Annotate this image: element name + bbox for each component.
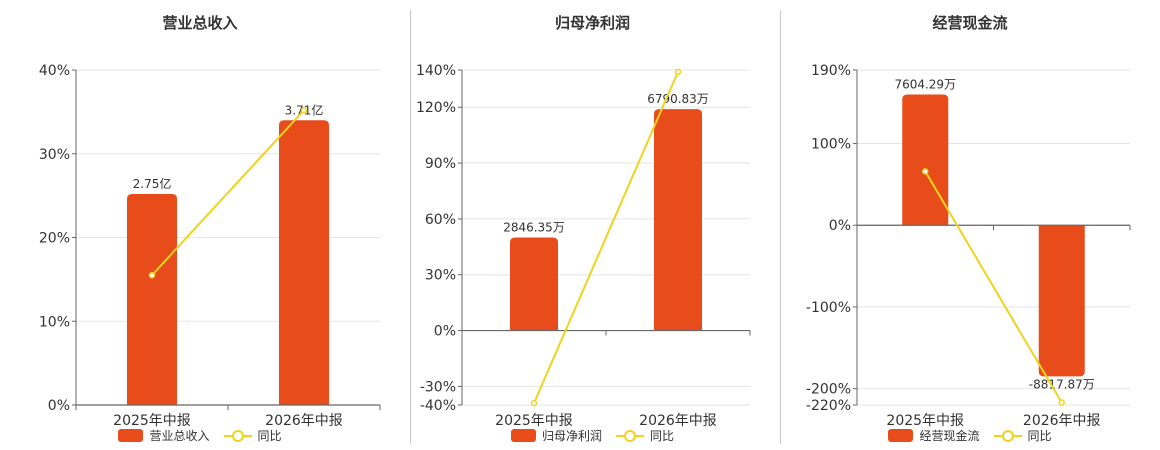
legend-bar-item[interactable]: 经营现金流: [888, 427, 980, 444]
legend-line-swatch: [616, 429, 644, 442]
bar-data-label: 7604.29万: [894, 78, 956, 92]
y-tick-label: 30%: [425, 268, 456, 284]
y-tick-label: 60%: [425, 212, 456, 228]
revenue-chart: 0%10%20%30%40%2.75亿3.71亿2025年中报2026年中报: [39, 63, 381, 429]
bar: [510, 237, 558, 331]
legend-bar-swatch: [888, 429, 914, 442]
legend-bar-label: 归母净利润: [541, 429, 602, 443]
legend-line-swatch: [993, 429, 1022, 442]
chart-legend: 经营现金流 同比: [780, 427, 1160, 444]
net-profit-chart: -40% -30% 0% 30% 60% 90% 120% 140% 2846.35万 6790.…: [416, 63, 751, 429]
chart-title: 经营现金流: [932, 14, 1008, 32]
y-tick-label: -30%: [420, 379, 456, 395]
legend-bar-swatch: [510, 429, 536, 442]
y-tick-label: -200%: [806, 382, 851, 398]
chart-title: 营业总收入: [162, 14, 238, 32]
line-point: [1058, 399, 1065, 406]
legend-bar-item[interactable]: 归母净利润: [510, 427, 602, 444]
series-line: [924, 170, 1063, 404]
x-tick-label: 2025年中报: [113, 413, 191, 429]
cash-flow-panel: 经营现金流 -220% -200% -100% 0% 100% 190% 7604.29万 -…: [775, 0, 1160, 450]
y-tick-label: 0%: [829, 218, 851, 234]
legend-line-label: 同比: [1027, 429, 1052, 443]
bar: [127, 193, 177, 405]
y-tick-label: 0%: [48, 398, 70, 414]
legend-bar-item[interactable]: 营业总收入: [118, 427, 210, 444]
legend-line-label: 同比: [650, 429, 675, 443]
panel-divider: [410, 10, 411, 444]
series-line: [533, 71, 679, 404]
y-tick-label: 20%: [39, 231, 70, 247]
legend-line-item[interactable]: 同比: [210, 427, 282, 444]
x-tick-label: 2025年中报: [886, 413, 964, 429]
y-tick-label: 40%: [39, 63, 70, 79]
legend-line-swatch: [223, 429, 252, 442]
legend-line-label: 同比: [257, 429, 282, 443]
y-tick-label: 90%: [425, 156, 456, 172]
revenue-panel: 营业总收入 0%10%20%30%40%2.75亿3.71亿2025年中报202…: [0, 0, 400, 450]
chart-legend: 归母净利润 同比: [410, 427, 775, 444]
y-tick-label: -100%: [806, 300, 851, 316]
bar-data-label: -8817.87万: [1029, 377, 1095, 391]
bar: [1038, 225, 1085, 377]
bar: [902, 94, 949, 226]
x-tick-label: 2026年中报: [1023, 413, 1101, 429]
series-line: [151, 109, 305, 276]
line-point: [674, 68, 682, 76]
y-tick-label: -220%: [806, 398, 851, 414]
bar-data-label: 6790.83万: [647, 92, 709, 106]
chart-title: 归母净利润: [554, 14, 630, 32]
y-tick-label: -40%: [420, 398, 456, 414]
legend-bar-swatch: [118, 429, 144, 442]
panel-divider: [780, 10, 781, 444]
cash-flow-chart: -220%-200% -100% 0% 100% 190% 7604.29万 -8817.8…: [806, 63, 1131, 429]
bar-data-label: 2846.35万: [503, 221, 565, 235]
chart-legend: 营业总收入 同比: [0, 427, 400, 444]
line-point: [300, 106, 308, 114]
line-point: [530, 399, 538, 407]
bar-data-label: 2.75亿: [133, 176, 172, 191]
legend-bar-label: 营业总收入: [149, 429, 210, 443]
bar: [279, 120, 329, 405]
y-tick-label: 0%: [434, 324, 456, 340]
line-point: [922, 168, 929, 175]
legend-line-item[interactable]: 同比: [980, 427, 1052, 444]
y-tick-label: 100%: [811, 137, 851, 153]
y-tick-label: 10%: [39, 314, 70, 330]
y-tick-label: 30%: [39, 147, 70, 163]
y-tick-label: 190%: [811, 63, 851, 79]
legend-bar-label: 经营现金流: [919, 429, 980, 443]
net-profit-panel: 归母净利润 -40% -30% 0% 30% 60% 90% 120% 140% 2846.35…: [400, 0, 775, 450]
y-tick-label: 140%: [416, 63, 456, 79]
bar: [654, 109, 702, 331]
x-tick-label: 2026年中报: [639, 413, 717, 429]
y-tick-label: 120%: [416, 100, 456, 116]
legend-line-item[interactable]: 同比: [602, 427, 674, 444]
x-tick-label: 2026年中报: [265, 413, 343, 429]
line-point: [148, 271, 156, 279]
x-tick-label: 2025年中报: [495, 413, 573, 429]
